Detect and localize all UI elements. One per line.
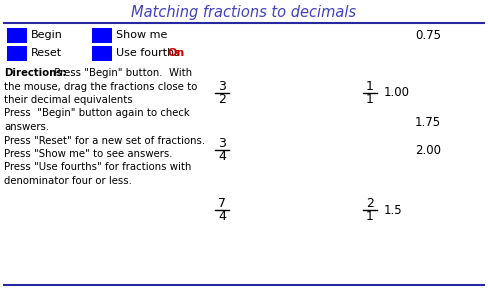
Text: 7: 7: [218, 197, 226, 210]
Text: answers.: answers.: [4, 122, 49, 132]
FancyBboxPatch shape: [7, 46, 27, 61]
FancyBboxPatch shape: [92, 46, 112, 61]
Text: 2: 2: [218, 93, 226, 106]
Text: denominator four or less.: denominator four or less.: [4, 176, 132, 186]
Text: Directions:: Directions:: [4, 68, 66, 78]
Text: Press "Begin" button.  With: Press "Begin" button. With: [51, 68, 192, 78]
Text: 1: 1: [366, 93, 374, 106]
FancyBboxPatch shape: [7, 28, 27, 43]
Text: 1.75: 1.75: [415, 117, 441, 130]
Text: 4: 4: [218, 150, 226, 163]
Text: 3: 3: [218, 80, 226, 93]
Text: Begin: Begin: [31, 30, 63, 41]
Text: 4: 4: [218, 210, 226, 223]
Text: their decimal equivalents: their decimal equivalents: [4, 95, 133, 105]
Text: 1: 1: [366, 210, 374, 223]
Text: the mouse, drag the fractions close to: the mouse, drag the fractions close to: [4, 81, 197, 91]
Text: 0.75: 0.75: [415, 29, 441, 42]
FancyBboxPatch shape: [92, 28, 112, 43]
Text: 2: 2: [366, 197, 374, 210]
Text: Press "Reset" for a new set of fractions.: Press "Reset" for a new set of fractions…: [4, 136, 205, 145]
Text: Press  "Begin" button again to check: Press "Begin" button again to check: [4, 108, 190, 119]
Text: 3: 3: [218, 137, 226, 150]
Text: Use fourths: Use fourths: [116, 49, 180, 58]
Text: 1.5: 1.5: [384, 204, 403, 217]
Text: 1.00: 1.00: [384, 86, 410, 100]
Text: Reset: Reset: [31, 49, 62, 58]
Text: Show me: Show me: [116, 30, 167, 41]
Text: 1: 1: [366, 80, 374, 93]
Text: Press "Use fourths" for fractions with: Press "Use fourths" for fractions with: [4, 162, 191, 173]
Text: 2.00: 2.00: [415, 144, 441, 156]
Text: On: On: [167, 49, 184, 58]
Text: Matching fractions to decimals: Matching fractions to decimals: [131, 5, 357, 20]
Text: Press "Show me" to see answers.: Press "Show me" to see answers.: [4, 149, 172, 159]
